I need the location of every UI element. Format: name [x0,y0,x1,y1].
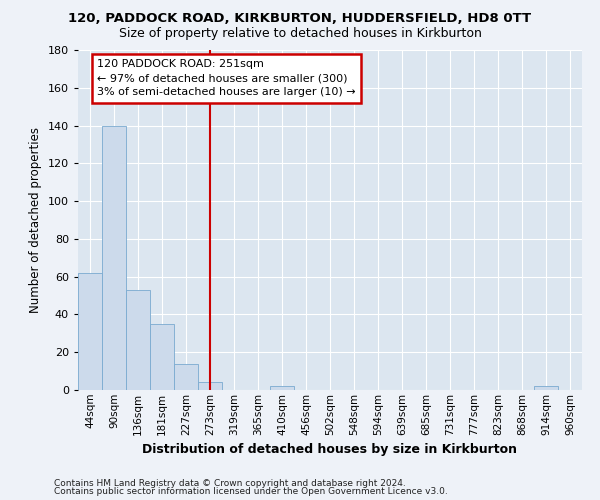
X-axis label: Distribution of detached houses by size in Kirkburton: Distribution of detached houses by size … [143,443,517,456]
Bar [270,386,294,390]
Bar [198,382,222,390]
Text: Contains HM Land Registry data © Crown copyright and database right 2024.: Contains HM Land Registry data © Crown c… [54,478,406,488]
Text: 120 PADDOCK ROAD: 251sqm
← 97% of detached houses are smaller (300)
3% of semi-d: 120 PADDOCK ROAD: 251sqm ← 97% of detach… [97,60,356,98]
Text: Contains public sector information licensed under the Open Government Licence v3: Contains public sector information licen… [54,487,448,496]
Text: Size of property relative to detached houses in Kirkburton: Size of property relative to detached ho… [119,28,481,40]
Y-axis label: Number of detached properties: Number of detached properties [29,127,42,313]
Bar [174,364,198,390]
Bar [150,324,174,390]
Bar [102,126,126,390]
Text: 120, PADDOCK ROAD, KIRKBURTON, HUDDERSFIELD, HD8 0TT: 120, PADDOCK ROAD, KIRKBURTON, HUDDERSFI… [68,12,532,26]
Bar [534,386,558,390]
Bar [126,290,150,390]
Bar [78,273,102,390]
